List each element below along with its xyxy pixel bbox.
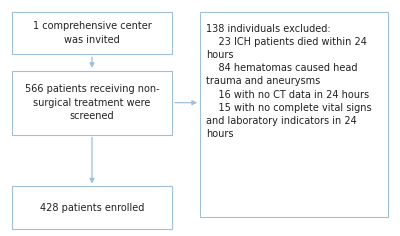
Text: 138 individuals excluded:
    23 ICH patients died within 24
hours
    84 hemato: 138 individuals excluded: 23 ICH patient… <box>206 24 372 139</box>
FancyBboxPatch shape <box>200 12 388 217</box>
Text: 1 comprehensive center
was invited: 1 comprehensive center was invited <box>33 21 151 45</box>
FancyBboxPatch shape <box>12 186 172 229</box>
Text: 566 patients receiving non-
surgical treatment were
screened: 566 patients receiving non- surgical tre… <box>25 84 159 121</box>
FancyBboxPatch shape <box>12 71 172 135</box>
Text: 428 patients enrolled: 428 patients enrolled <box>40 203 144 213</box>
FancyBboxPatch shape <box>12 12 172 54</box>
